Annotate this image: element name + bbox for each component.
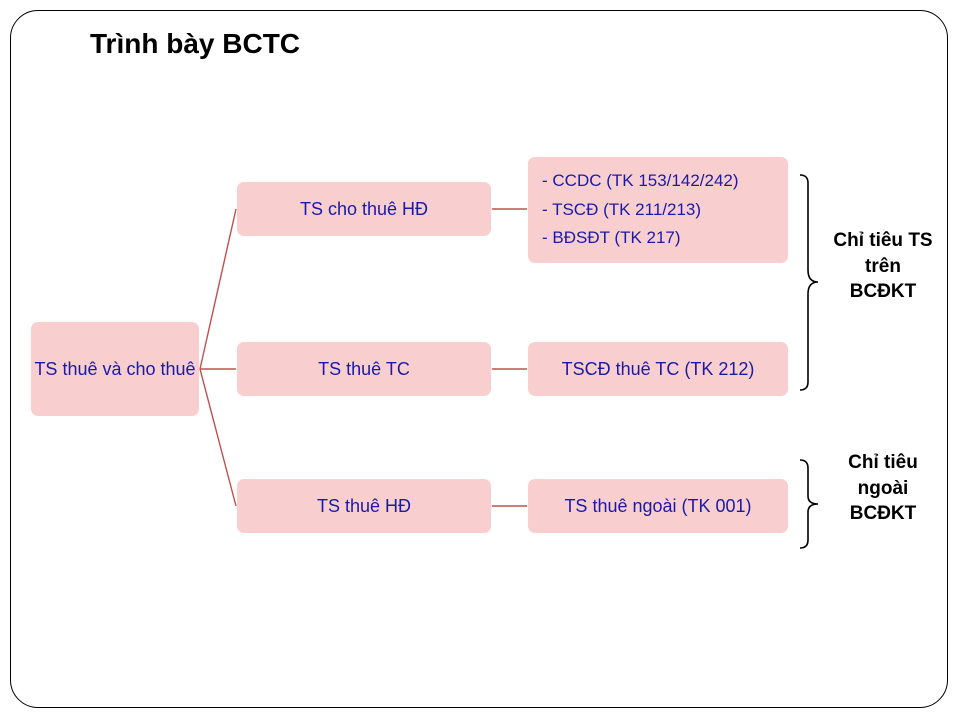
node-b3: TS thuê HĐ [236,478,492,534]
node-c2: TSCĐ thuê TC (TK 212) [527,341,789,397]
node-c3-label: TS thuê ngoài (TK 001) [564,496,751,517]
page-title: Trình bày BCTC [90,28,300,60]
node-b3-label: TS thuê HĐ [317,496,411,517]
node-c3: TS thuê ngoài (TK 001) [527,478,789,534]
node-root-label: TS thuê và cho thuê [34,359,195,380]
node-c1-line2: - BĐSĐT (TK 217) [542,224,681,253]
side-label-lower: Chỉ tiêu ngoài BCĐKT [833,450,933,527]
node-b1-label: TS cho thuê HĐ [300,199,428,220]
node-c1-line0: - CCDC (TK 153/142/242) [542,167,739,196]
node-c1-line1: - TSCĐ (TK 211/213) [542,196,701,225]
node-b1: TS cho thuê HĐ [236,181,492,237]
node-c2-label: TSCĐ thuê TC (TK 212) [562,359,755,380]
side-label-upper-text: Chỉ tiêu TS trên BCĐKT [833,230,932,302]
side-label-upper: Chỉ tiêu TS trên BCĐKT [833,228,933,305]
node-root: TS thuê và cho thuê [30,321,200,417]
side-label-lower-text: Chỉ tiêu ngoài BCĐKT [848,452,918,524]
node-c1: - CCDC (TK 153/142/242) - TSCĐ (TK 211/2… [527,156,789,264]
node-b2-label: TS thuê TC [318,359,410,380]
node-b2: TS thuê TC [236,341,492,397]
